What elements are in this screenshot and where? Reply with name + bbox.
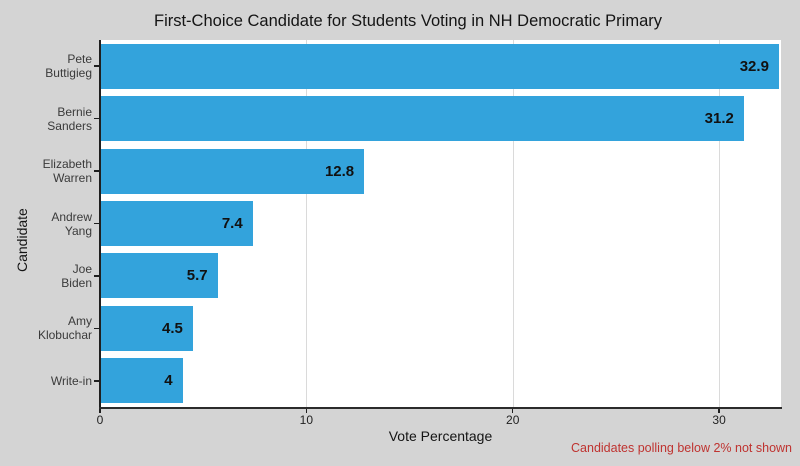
bar-value-label: 12.8 bbox=[324, 162, 355, 180]
y-tick-mark bbox=[94, 380, 99, 382]
y-tick-label: Amy Klobuchar bbox=[37, 314, 92, 343]
y-tick-mark bbox=[94, 65, 99, 67]
y-tick-label: Pete Buttigieg bbox=[45, 52, 92, 81]
bar: 7.4 bbox=[100, 201, 253, 246]
x-tick-label: 30 bbox=[712, 413, 726, 427]
bar-value-label: 7.4 bbox=[221, 215, 243, 232]
bar: 31.2 bbox=[100, 96, 744, 142]
gridline bbox=[512, 40, 514, 407]
plot-area: 32.9 31.2 12.8 7.4 5.7 4.5 4 bbox=[100, 40, 781, 407]
y-tick-label: Andrew Yang bbox=[51, 209, 92, 238]
bar-value-label: 5.7 bbox=[186, 267, 208, 285]
gridline bbox=[306, 40, 308, 407]
x-tick-mark bbox=[511, 409, 514, 413]
x-axis-line bbox=[99, 407, 782, 409]
y-tick-label: Joe Biden bbox=[61, 261, 92, 290]
bar: 4.5 bbox=[100, 305, 193, 351]
x-tick-label: 0 bbox=[96, 413, 104, 427]
y-tick-label: Write-in bbox=[50, 373, 92, 388]
bar: 12.8 bbox=[100, 148, 365, 194]
y-tick-mark bbox=[94, 222, 99, 225]
y-tick-mark bbox=[94, 170, 99, 172]
x-tick-mark bbox=[305, 409, 308, 413]
bar-value-label: 4.5 bbox=[162, 319, 183, 337]
y-tick-label: Bernie Sanders bbox=[47, 104, 92, 133]
bar: 5.7 bbox=[100, 253, 218, 299]
y-tick-mark bbox=[94, 327, 99, 330]
gridline bbox=[719, 40, 721, 407]
bar: 4 bbox=[100, 358, 183, 404]
bar-value-label: 4 bbox=[164, 372, 173, 390]
bar: 32.9 bbox=[100, 43, 779, 89]
footnote: Candidates polling below 2% not shown bbox=[571, 441, 792, 455]
bar-value-label: 32.9 bbox=[739, 57, 769, 75]
y-axis-title: Candidate bbox=[14, 208, 30, 272]
bar-value-label: 31.2 bbox=[704, 110, 734, 128]
x-tick-label: 10 bbox=[299, 413, 314, 427]
x-axis-title: Vote Percentage bbox=[388, 428, 493, 444]
y-tick-label: Elizabeth Warren bbox=[42, 157, 92, 186]
x-tick-mark bbox=[99, 409, 101, 413]
y-tick-mark bbox=[94, 275, 99, 277]
x-tick-label: 20 bbox=[506, 413, 520, 427]
chart-title: First-Choice Candidate for Students Voti… bbox=[153, 12, 663, 30]
y-axis-line bbox=[99, 40, 101, 408]
x-tick-mark bbox=[718, 409, 720, 413]
y-tick-mark bbox=[94, 117, 99, 120]
